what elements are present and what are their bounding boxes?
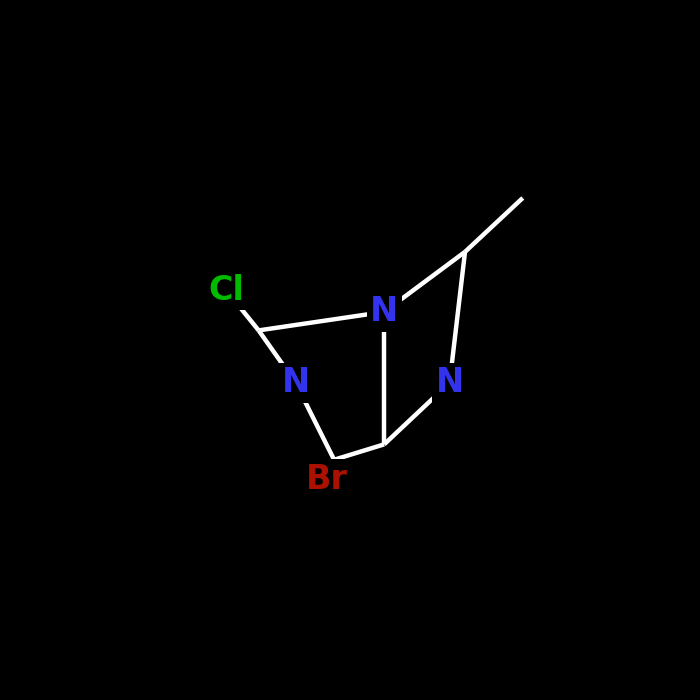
Text: Cl: Cl <box>209 274 244 307</box>
Text: N: N <box>435 366 463 399</box>
Text: N: N <box>370 295 398 328</box>
Text: N: N <box>281 366 309 399</box>
Text: Br: Br <box>305 463 347 496</box>
